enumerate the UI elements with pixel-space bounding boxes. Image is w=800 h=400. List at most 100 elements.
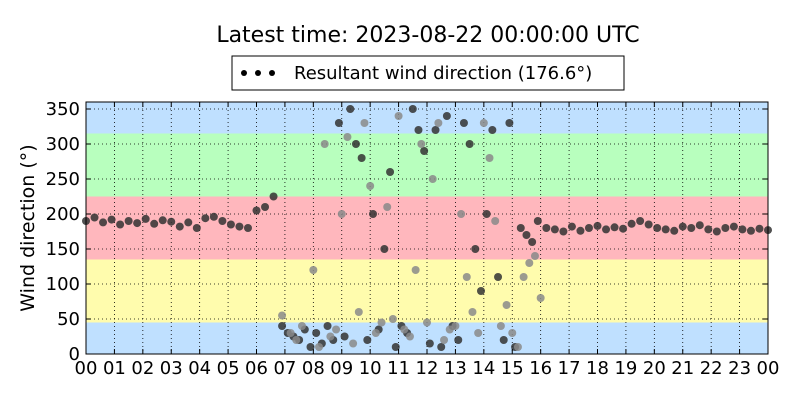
data-point [315,343,324,351]
data-point [417,140,426,148]
data-point [150,219,159,228]
y-tick-label: 350 [46,99,80,120]
data-point [704,225,713,234]
x-tick-label: 09 [330,358,353,379]
data-point [610,223,619,232]
data-point [738,225,747,234]
data-point [400,325,409,334]
data-point [513,343,522,351]
y-tick-label: 300 [46,134,80,155]
x-tick-label: 12 [416,358,439,379]
data-point [678,222,687,231]
data-point [107,215,116,224]
data-point [334,119,343,127]
data-point [488,126,497,134]
data-point [394,112,403,120]
data-point [269,192,278,201]
y-tick-label: 150 [46,239,80,260]
y-tick-label: 100 [46,274,80,295]
x-tick-label: 14 [472,358,495,379]
data-point [485,154,494,162]
x-tick-label: 13 [444,358,467,379]
x-tick-label: 08 [302,358,325,379]
data-point [363,336,372,344]
data-point [309,266,318,274]
data-point [459,119,468,127]
data-point [326,332,335,341]
data-point [312,329,321,337]
data-point [354,308,363,316]
data-point [261,203,270,211]
axis-ticks: 00 01 02 03 04 05 06 07 08 09 10 11 12 13 14 15 16 17 18 19… [46,99,780,379]
x-tick-label: 10 [359,358,382,379]
data-point [653,224,662,232]
data-point [349,339,358,348]
y-tick-label: 250 [46,169,80,190]
data-point [661,225,670,234]
y-tick-label: 200 [46,204,80,225]
legend-marker-dot [269,70,275,76]
x-tick-label: 00 [75,358,98,379]
x-tick-label: 21 [671,358,694,379]
data-point [380,245,389,253]
data-point [226,220,235,229]
x-tick-label: 16 [529,358,552,379]
data-point [457,210,466,218]
data-point [695,221,704,230]
x-tick-label: 11 [387,358,410,379]
data-point [525,259,534,267]
data-point [746,226,755,235]
data-point [528,238,537,246]
data-point [332,325,341,334]
data-point [559,227,568,236]
x-tick-label: 02 [131,358,154,379]
data-point [343,133,352,141]
data-point [729,222,738,231]
data-point [411,266,420,274]
data-point [366,182,375,190]
data-point [670,226,679,235]
x-tick-label: 17 [558,358,581,379]
y-tick-label: 50 [57,309,80,330]
data-point [721,224,730,232]
data-point [184,218,193,227]
data-point [252,206,261,215]
data-point [755,224,764,233]
data-point [297,322,306,330]
data-point [550,225,559,234]
data-point [371,329,380,337]
data-point [687,224,696,232]
x-tick-label: 15 [501,358,524,379]
data-point [602,225,611,234]
data-point [491,217,500,225]
data-point [496,322,505,330]
data-point [167,217,176,226]
data-point [431,126,440,134]
data-point [351,140,360,148]
data-point [516,224,525,232]
grid [86,102,768,354]
x-tick-label: 00 [757,358,780,379]
data-point [408,105,417,113]
data-point [434,119,443,127]
data-point [360,119,369,127]
data-point [494,273,503,281]
data-point [377,318,386,327]
data-point [209,212,218,221]
data-point [423,318,431,327]
data-point [124,217,133,225]
x-tick-label: 20 [643,358,666,379]
data-point [235,222,244,231]
x-tick-label: 03 [160,358,183,379]
data-point [116,220,125,229]
x-tick-label: 06 [245,358,268,379]
data-point [414,126,423,134]
data-point [323,322,332,330]
data-point [468,308,477,316]
data-point [451,322,460,330]
data-point [320,140,329,148]
data-point [508,329,517,337]
data-point [278,311,287,320]
data-point [530,252,539,260]
